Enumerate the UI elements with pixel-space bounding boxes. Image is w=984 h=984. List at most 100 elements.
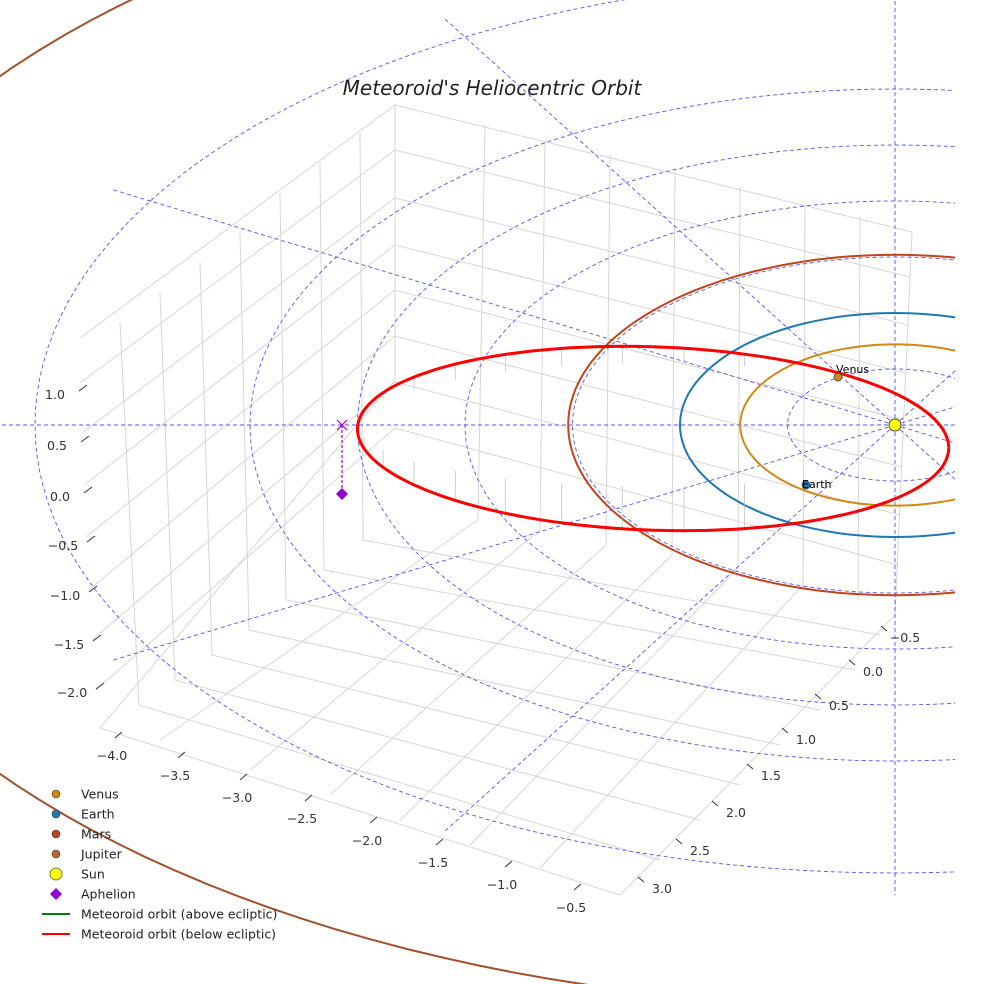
grid-line (239, 232, 250, 631)
z-tick-mark (80, 435, 90, 443)
grid-line (539, 584, 804, 869)
x-tick-label: −3.5 (160, 768, 190, 783)
chart-title: Meteoroid's Heliocentric Orbit (343, 76, 643, 100)
grid-line (469, 567, 739, 846)
ecliptic-grid (0, 0, 955, 896)
grid-line (159, 519, 479, 741)
grid-line (159, 292, 176, 681)
legend-marker-mars (51, 829, 61, 839)
grid-line (279, 192, 287, 601)
grid-line (323, 569, 856, 671)
grid-line (83, 244, 907, 486)
markers: Venus Earth (336, 363, 902, 500)
orbit-venus (739, 343, 955, 507)
y-tick-label: 1.0 (796, 732, 816, 747)
pane-back-outline (394, 104, 913, 616)
venus-marker (833, 372, 843, 382)
aphelion-projection-marker (336, 419, 348, 431)
ecliptic-spoke (894, 370, 955, 426)
x-tick-mark (114, 731, 123, 739)
x-tick-mark (369, 816, 378, 824)
ecliptic-ring (34, 0, 955, 874)
legend-marker-earth (51, 809, 61, 819)
x-tick-label: −3.0 (222, 790, 252, 805)
pane-floor-outline (99, 614, 896, 896)
legend-label-mars: Mars (81, 827, 111, 842)
grid-line (362, 539, 881, 636)
x-tick-label: −2.5 (287, 811, 317, 826)
meteoroid-orbit (355, 344, 951, 533)
grid-line (399, 554, 673, 821)
aphelion-marker (336, 488, 348, 500)
z-tick-mark (92, 634, 102, 642)
legend-label-aphelion: Aphelion (81, 887, 136, 902)
z-tick-label: −2.0 (57, 685, 87, 700)
y-tick-mark (675, 838, 683, 845)
ecliptic-spoke (112, 424, 896, 661)
grid-line (119, 322, 140, 706)
grid-line (138, 704, 661, 861)
grid-line (671, 169, 676, 556)
legend: Venus Earth Mars Jupiter Sun Aphelion Meteoroi… (42, 787, 277, 942)
legend-label-sun: Sun (81, 867, 105, 882)
y-tick-mark (711, 800, 719, 807)
axes-grid (79, 104, 913, 896)
grid-line (88, 335, 903, 591)
grid-line (319, 162, 325, 571)
ecliptic-spoke (443, 17, 896, 426)
legend-marker-jupiter (51, 849, 61, 859)
z-tick-label: −1.0 (50, 588, 80, 603)
venus-label: Venus (836, 363, 869, 376)
meteoroid-drop-lines (357, 346, 745, 531)
x-tick-mark (435, 838, 444, 846)
ecliptic-spoke (443, 424, 896, 833)
grid-line (329, 544, 607, 796)
ecliptic-spoke (894, 424, 955, 444)
grid-line (248, 629, 781, 746)
legend-label-venus: Venus (81, 787, 119, 802)
orbit-earth (678, 311, 955, 539)
legend-marker-sun (49, 867, 63, 881)
z-tick-mark (86, 535, 96, 543)
grid-line (249, 529, 541, 771)
y-tick-mark (814, 693, 822, 700)
earth-marker (801, 480, 811, 490)
z-tick-mark (78, 384, 88, 392)
ecliptic-spoke (894, 424, 955, 480)
z-tick-label: 1.0 (45, 387, 65, 402)
grid-line (539, 139, 546, 531)
z-tick-label: 0.5 (47, 438, 67, 453)
y-tick-label: 2.0 (726, 805, 746, 820)
grid-line (174, 679, 701, 821)
grid-line (477, 124, 486, 521)
y-tick-mark (637, 876, 645, 883)
grid-line (85, 289, 905, 538)
y-tick-label: 3.0 (652, 881, 672, 896)
y-tick-label: 0.0 (863, 664, 883, 679)
y-tick-mark (848, 659, 856, 666)
grid-line (199, 262, 213, 656)
grid-line (605, 154, 611, 546)
x-tick-label: −4.0 (97, 748, 127, 763)
y-tick-label: 2.5 (690, 843, 710, 858)
legend-label-meteoroid-orbit-above-ecliptic: Meteoroid orbit (above ecliptic) (81, 907, 277, 922)
sun-marker (888, 418, 902, 432)
z-tick-label: −0.5 (48, 538, 78, 553)
x-tick-mark (177, 751, 186, 759)
legend-label-jupiter: Jupiter (80, 847, 123, 862)
x-tick-label: −1.5 (418, 855, 448, 870)
z-tick-mark (83, 486, 93, 494)
grid-line (79, 149, 911, 384)
x-tick-mark (304, 794, 313, 802)
x-tick-mark (573, 883, 582, 891)
y-tick-label: 1.5 (761, 768, 781, 783)
y-tick-label: −0.5 (890, 630, 920, 645)
orbit-mars (567, 253, 955, 597)
ecliptic-spoke (112, 189, 896, 426)
earth-label: Earth (802, 478, 832, 491)
grid-line (211, 654, 741, 786)
z-tick-mark (95, 682, 105, 690)
